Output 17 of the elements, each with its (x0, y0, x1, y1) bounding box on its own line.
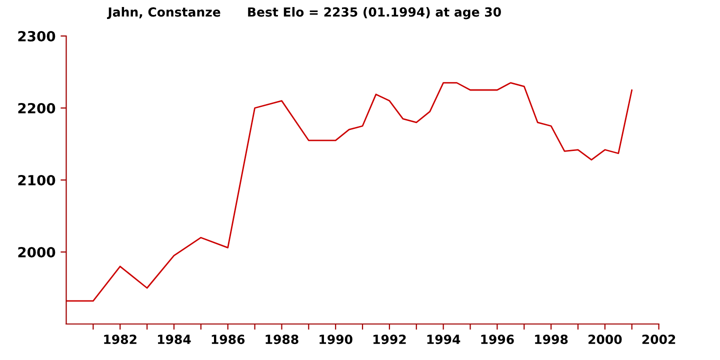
x-tick-label: 1984 (158, 334, 191, 344)
chart-title: Jahn, Constanze Best Elo = 2235 (01.1994) at age 30 (107, 7, 501, 20)
x-tick-label: 1988 (266, 334, 298, 344)
y-tick-label: 2100 (18, 174, 56, 186)
x-tick-label: 1992 (373, 334, 406, 344)
x-tick-label: 1998 (535, 334, 568, 344)
y-tick-label: 2200 (18, 102, 56, 114)
y-tick-label: 2000 (18, 246, 56, 258)
line-series (66, 82, 633, 302)
x-tick-label: 1994 (427, 334, 460, 344)
y-tick-label: 2300 (18, 30, 56, 42)
x-tick-label: 1996 (481, 334, 514, 344)
x-tick-label: 1986 (212, 334, 245, 344)
x-tick-label: 1990 (320, 334, 352, 344)
x-tick-label: 1982 (104, 334, 136, 344)
x-tick-label: 2002 (642, 334, 676, 344)
x-tick-label: 2000 (588, 334, 622, 344)
